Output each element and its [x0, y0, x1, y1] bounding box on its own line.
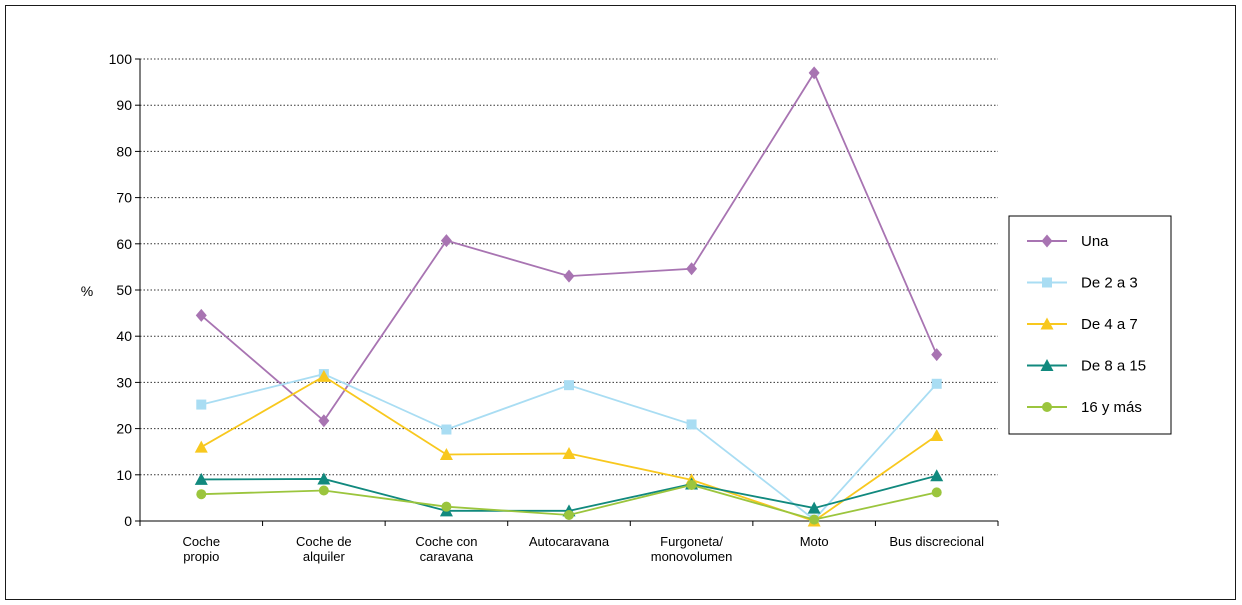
data-point-circle — [318, 485, 329, 496]
axes — [135, 58, 999, 526]
y-tick-label: 80 — [116, 143, 132, 159]
legend-item: Una — [1027, 233, 1109, 250]
legend-label: 16 y más — [1081, 399, 1142, 416]
x-tick-label: Autocaravana — [529, 534, 610, 549]
legend-item: 16 y más — [1027, 399, 1142, 416]
gridlines — [140, 58, 998, 476]
data-point-triangle — [1040, 359, 1054, 371]
series-line — [201, 373, 938, 521]
data-point-triangle — [439, 447, 453, 460]
data-point-square — [196, 399, 207, 410]
y-tick-label: 60 — [116, 236, 132, 252]
data-point-diamond — [686, 262, 698, 276]
data-point-square — [564, 380, 574, 391]
data-point-circle — [809, 514, 820, 525]
y-tick-label: 50 — [116, 282, 132, 298]
data-point-diamond — [1041, 234, 1053, 248]
y-tick-labels: 0 10 20 30 40 50 60 70 80 90 100 — [109, 51, 133, 529]
legend-item: De 8 a 15 — [1027, 358, 1146, 375]
data-point-diamond — [931, 348, 943, 362]
data-point-diamond — [195, 308, 207, 322]
data-point-triangle — [930, 429, 944, 442]
legend-label: De 2 a 3 — [1081, 275, 1138, 292]
x-tick-label: Bus discrecional — [889, 534, 984, 549]
legend-item: De 4 a 7 — [1027, 316, 1138, 333]
data-point-square — [686, 419, 697, 430]
data-point-circle — [441, 501, 452, 512]
legend-label: Una — [1081, 233, 1109, 250]
y-tick-label: 70 — [116, 190, 132, 206]
data-point-triangle — [194, 472, 208, 485]
series-5 — [196, 479, 942, 525]
x-tick-label: Coche propio — [182, 534, 220, 564]
data-point-triangle — [807, 501, 821, 514]
data-point-square — [931, 378, 942, 389]
legend: Una De 2 a 3 De 4 a 7 De 8 a 15 16 y más — [1008, 215, 1172, 435]
x-tick-label: Moto — [800, 534, 829, 549]
data-point-circle — [686, 479, 697, 490]
y-tick-label: 10 — [116, 467, 132, 483]
data-point-diamond — [808, 66, 820, 80]
y-tick-label: 40 — [116, 328, 132, 344]
x-tick-label: Coche con caravana — [415, 534, 477, 564]
data-point-triangle — [930, 469, 944, 482]
x-tick-label: Coche de alquiler — [296, 534, 352, 564]
data-point-circle — [564, 509, 574, 520]
y-axis-label: % — [81, 283, 93, 299]
data-point-circle — [931, 487, 942, 498]
y-tick-label: 100 — [109, 51, 133, 67]
series-2 — [196, 369, 942, 525]
y-tick-label: 90 — [116, 97, 132, 113]
series-line — [200, 70, 938, 423]
y-tick-label: 0 — [124, 513, 132, 529]
data-point-diamond — [440, 234, 452, 248]
series-lines — [194, 66, 944, 527]
data-point-triangle — [194, 440, 208, 453]
data-point-circle — [196, 489, 207, 500]
data-point-triangle — [317, 472, 331, 485]
series-1 — [195, 66, 943, 428]
legend-label: De 8 a 15 — [1081, 358, 1146, 375]
y-tick-label: 20 — [116, 421, 132, 437]
y-tick-label: 30 — [116, 374, 132, 390]
legend-label: De 4 a 7 — [1081, 316, 1138, 333]
data-point-diamond — [563, 269, 575, 283]
data-point-diamond — [318, 414, 330, 428]
x-tick-labels: Coche propio Coche de alquiler Coche con cara… — [182, 534, 984, 564]
data-point-square — [441, 424, 452, 435]
data-point-circle — [1042, 402, 1052, 412]
data-point-triangle — [317, 369, 331, 382]
data-point-triangle — [562, 447, 576, 460]
legend-item: De 2 a 3 — [1027, 275, 1138, 292]
data-point-triangle — [1040, 317, 1054, 330]
data-point-square — [1042, 277, 1052, 288]
x-tick-label: Furgoneta/monovolumen — [651, 534, 733, 564]
